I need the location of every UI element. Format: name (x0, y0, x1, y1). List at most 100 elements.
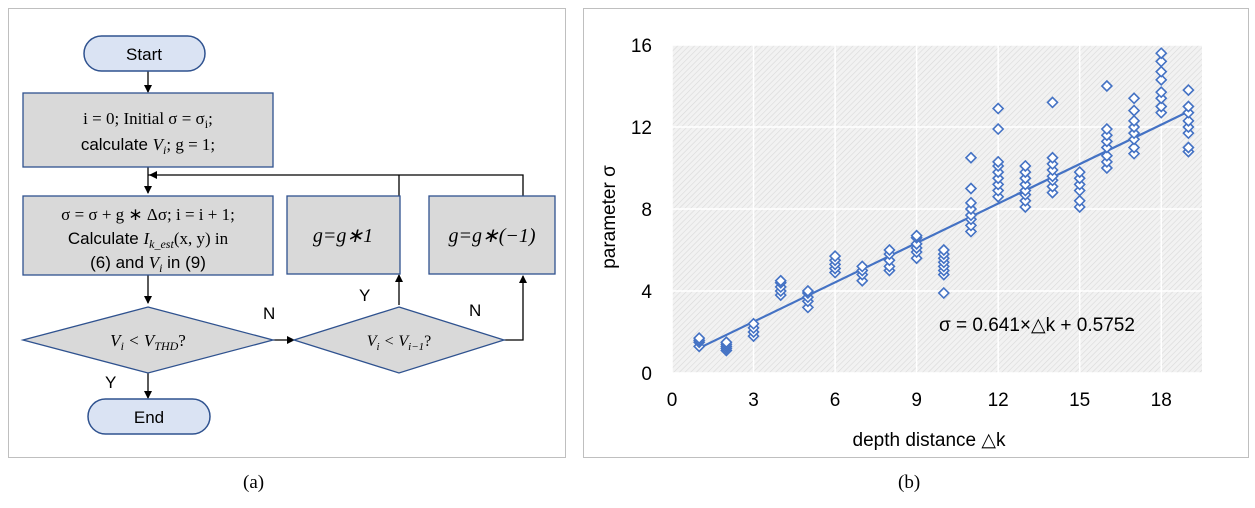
data-point (1073, 184, 1086, 197)
data-point (1100, 149, 1114, 162)
data-point (1127, 133, 1141, 146)
arrow-decision2-to-gflip (504, 275, 527, 341)
data-point (1046, 163, 1059, 177)
init-line2: calculate Vi; g = 1; (81, 135, 215, 157)
data-point (720, 336, 733, 349)
decision-vprev-label: Vi < Vi−1? (367, 333, 432, 353)
branch-label-y2: Y (359, 286, 370, 305)
x-tick-label: 15 (1069, 390, 1090, 411)
data-point (992, 165, 1005, 179)
start-terminal (83, 35, 206, 72)
data-point (1046, 151, 1059, 164)
data-point (883, 260, 896, 273)
data-point (1182, 141, 1195, 154)
data-point (1100, 141, 1114, 154)
data-point (1019, 178, 1032, 191)
data-point (1127, 127, 1141, 140)
x-axis-label: depth distance △k (853, 430, 1006, 451)
data-point (883, 254, 896, 267)
data-point (1127, 147, 1141, 160)
data-point (1073, 194, 1086, 207)
data-point (1127, 141, 1141, 154)
data-point (992, 190, 1005, 203)
line-feedback (148, 174, 524, 196)
g-flip-box (428, 195, 556, 275)
data-point (1127, 120, 1141, 134)
data-point (1100, 155, 1114, 168)
branch-label-n2: N (469, 301, 481, 320)
data-point (937, 243, 950, 257)
x-tick-label: 0 (667, 390, 678, 411)
x-tick-label: 12 (988, 390, 1009, 411)
x-tick-label: 3 (748, 390, 759, 411)
caption-a: (a) (243, 472, 265, 493)
data-point (1182, 114, 1195, 127)
data-point (1182, 100, 1195, 113)
data-point (1155, 73, 1168, 86)
data-point (1073, 172, 1086, 185)
data-point (1046, 170, 1059, 183)
scatter-chart: 0 3 6 9 12 15 18 0 4 8 12 16 σ = 0.641×△k + 0.5752… (599, 36, 1202, 451)
data-point (1127, 104, 1141, 117)
g-keep-box (286, 195, 401, 275)
data-point (774, 274, 787, 287)
data-point (856, 260, 869, 273)
data-point (1019, 159, 1032, 173)
data-point (1155, 92, 1168, 105)
end-label: End (134, 408, 164, 427)
data-point (992, 155, 1005, 168)
data-point (992, 184, 1005, 197)
data-point (1073, 178, 1086, 191)
update-line3: (6) and Vi in (9) (90, 253, 206, 275)
init-box (22, 92, 274, 168)
data-point (801, 284, 815, 298)
data-point (1073, 200, 1086, 214)
data-point (1155, 100, 1168, 113)
data-point (1100, 129, 1114, 142)
data-point (937, 286, 950, 300)
data-point (964, 202, 978, 216)
data-point (1019, 165, 1032, 179)
data-point (1155, 47, 1168, 60)
data-point (1019, 200, 1032, 214)
end-terminal (87, 398, 211, 435)
data-point (1155, 65, 1168, 78)
g-keep-label: g=g∗1 (313, 225, 373, 247)
data-point (992, 178, 1005, 191)
start-label: Start (126, 45, 162, 64)
data-point (801, 301, 815, 314)
data-point (1046, 186, 1059, 199)
data-point (1046, 180, 1059, 193)
data-point (1100, 79, 1114, 93)
data-point (1182, 120, 1195, 134)
connector-lines (144, 71, 527, 399)
data-point (1073, 165, 1086, 179)
data-point (1100, 161, 1114, 175)
data-point (883, 243, 896, 257)
data-point (992, 172, 1005, 185)
data-point (1019, 172, 1032, 185)
branch-label-y1: Y (105, 373, 116, 392)
branch-label-n1: N (263, 304, 275, 323)
data-point (964, 219, 978, 232)
g-flip-label: g=g∗(−1) (448, 225, 535, 247)
y-tick-label: 4 (641, 282, 652, 303)
x-tick-label: 9 (911, 390, 922, 411)
y-axis-label: parameter σ (599, 165, 620, 269)
data-point (1019, 184, 1032, 197)
data-point (1100, 122, 1114, 136)
data-point (992, 102, 1005, 115)
decision-vprev (291, 306, 507, 374)
trendline-equation: σ = 0.641×△k + 0.5752 (939, 315, 1135, 336)
x-tick-label: 6 (830, 390, 841, 411)
data-point (910, 237, 923, 250)
decision-vthd-label: Vi < VTHD? (110, 331, 186, 353)
data-point (910, 229, 923, 242)
data-point (1046, 96, 1059, 109)
data-point (964, 182, 978, 195)
data-point (1046, 157, 1059, 171)
y-tick-label: 16 (631, 36, 652, 57)
x-tick-label: 18 (1151, 390, 1172, 411)
data-point (1182, 83, 1195, 97)
flowchart-panel: Start i = 0; Initial σ = σi; calculate V… (8, 8, 566, 458)
